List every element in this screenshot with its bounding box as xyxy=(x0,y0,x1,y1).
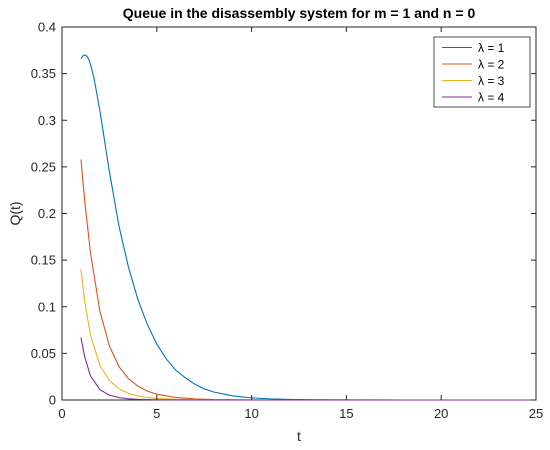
series-line-4 xyxy=(80,337,536,401)
x-tick-label: 0 xyxy=(58,406,65,421)
y-axis-label: Q(t) xyxy=(7,201,23,225)
y-tick-label: 0.2 xyxy=(38,206,56,221)
y-tick-label: 0.05 xyxy=(31,346,56,361)
legend: λ = 1 λ = 2 λ = 3 λ = 4 xyxy=(433,36,531,108)
y-tick-label: 0.35 xyxy=(31,66,56,81)
x-axis-label: t xyxy=(297,428,301,444)
legend-label: λ = 2 xyxy=(478,57,505,71)
y-tick-label: 0 xyxy=(49,393,56,408)
y-tick-label: 0.1 xyxy=(38,299,56,314)
x-tick-label: 15 xyxy=(339,406,353,421)
chart-title: Queue in the disassembly system for m = … xyxy=(123,5,476,21)
legend-label: λ = 4 xyxy=(478,90,505,104)
legend-box xyxy=(433,36,531,108)
y-tick-label: 0.3 xyxy=(38,113,56,128)
legend-label: λ = 1 xyxy=(478,41,505,55)
axis-ticks: 0 5 10 15 20 25 0 0.05 0.1 0.15 0.2 0.25 0.3 0.35 0.4 xyxy=(31,20,544,422)
y-tick-label: 0.15 xyxy=(31,253,56,268)
x-tick-label: 25 xyxy=(529,406,543,421)
series-group xyxy=(80,54,536,401)
x-tick-label: 20 xyxy=(434,406,448,421)
x-tick-label: 10 xyxy=(244,406,258,421)
x-tick-label: 5 xyxy=(153,406,160,421)
y-tick-label: 0.4 xyxy=(38,20,56,35)
legend-label: λ = 3 xyxy=(478,74,505,88)
y-tick-label: 0.25 xyxy=(31,159,56,174)
